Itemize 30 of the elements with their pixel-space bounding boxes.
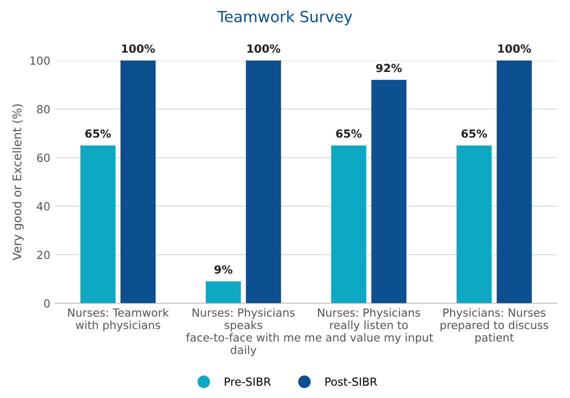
data-label: 9% [214, 265, 232, 274]
bar [496, 60, 532, 304]
bar [80, 145, 116, 304]
x-tick-label: Nurses: Physicians really listen to me and value my input [305, 308, 434, 344]
bar [331, 145, 366, 304]
bar [206, 281, 241, 304]
bar [371, 80, 406, 304]
data-label: 65% [462, 129, 488, 138]
data-label: 100% [498, 44, 532, 53]
legend-label: Post-SIBR [326, 377, 378, 386]
y-tick-label: 20 [37, 250, 50, 260]
chart-title: Teamwork Survey [217, 10, 352, 26]
y-tick-label: 100 [30, 56, 50, 65]
y-tick-label: 0 [44, 299, 50, 308]
x-tick-label: Nurses: Teamwork with physicians [68, 308, 169, 332]
bar [456, 145, 492, 304]
x-tick-label: Physicians: Nurses prepared to discuss patient [440, 308, 548, 344]
data-label: 100% [248, 44, 280, 53]
data-label: 65% [85, 129, 111, 138]
y-tick-label: 60 [37, 154, 50, 162]
x-tick-label: Nurses: Physicians speaks face-to-face with me daily [186, 308, 300, 356]
bar [246, 60, 282, 304]
bar [120, 60, 156, 304]
y-tick-label: 80 [37, 105, 50, 114]
legend-label: Pre-SIBR [224, 377, 271, 386]
data-label: 65% [336, 129, 362, 138]
data-label: 92% [376, 64, 402, 72]
y-axis-title: Very good or Excellent (%) [12, 104, 24, 260]
y-tick-label: 40 [36, 202, 50, 211]
data-label: 100% [122, 44, 155, 53]
